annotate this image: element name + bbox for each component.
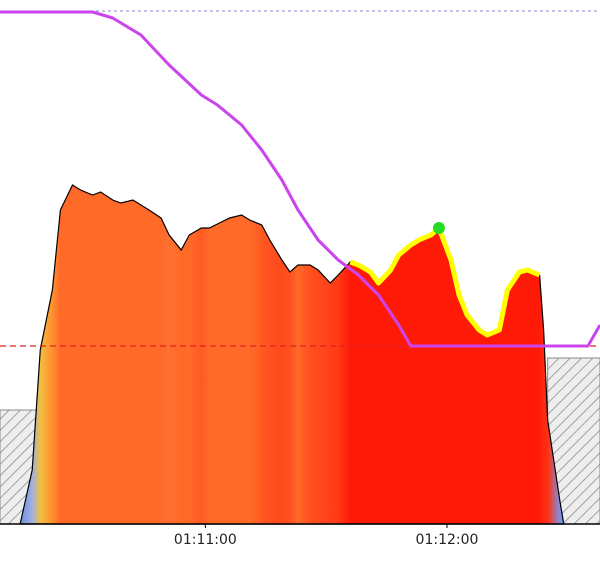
area [19, 184, 565, 525]
x-tick-label: 01:12:00 [416, 532, 479, 548]
x-tick-label: 01:11:00 [174, 532, 237, 548]
highlight-line [349, 225, 541, 338]
peak-marker [432, 222, 445, 234]
line [0, 10, 600, 348]
